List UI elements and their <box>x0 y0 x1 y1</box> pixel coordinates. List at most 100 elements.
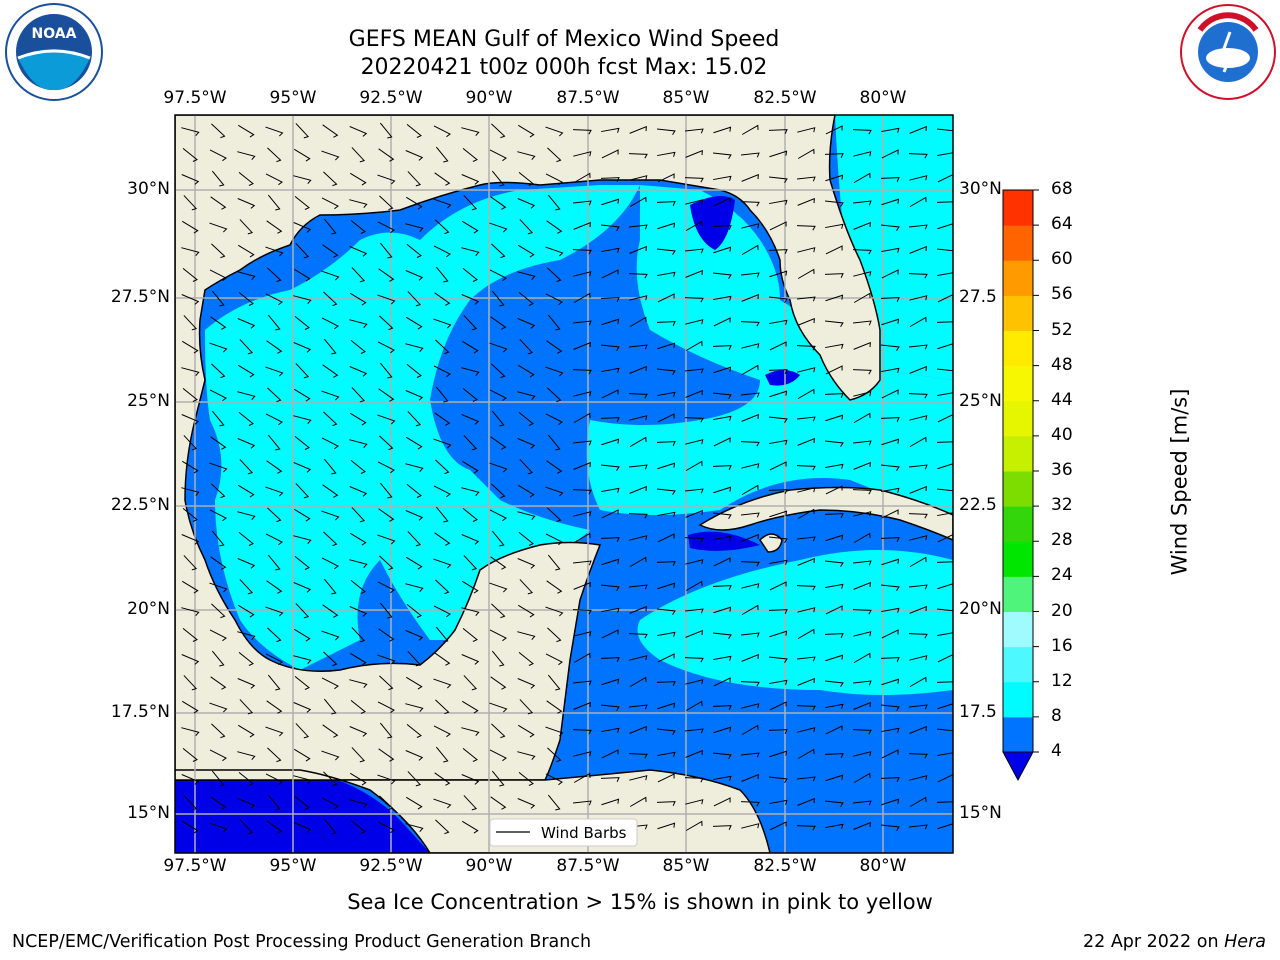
wind-barb <box>490 796 507 810</box>
wind-barb <box>824 753 844 758</box>
wind-barb <box>685 749 703 758</box>
wind-barb <box>463 195 478 211</box>
wind-barb <box>573 341 591 350</box>
wind-barb <box>517 798 536 809</box>
wind-barb <box>545 413 563 426</box>
wind-barb <box>908 633 928 639</box>
wind-barb <box>238 651 254 666</box>
wind-barb <box>853 701 871 710</box>
wind-barb <box>573 511 592 517</box>
wind-barb <box>461 294 480 305</box>
wind-barb <box>741 124 759 135</box>
wind-barb <box>209 269 227 282</box>
wind-barb <box>881 318 900 326</box>
wind-barb <box>769 150 788 158</box>
wind-barb <box>937 272 953 277</box>
wind-barb <box>937 752 953 757</box>
wind-barb <box>323 218 337 235</box>
wind-barb <box>601 558 620 566</box>
wind-barb <box>211 363 226 379</box>
wind-barb <box>825 365 843 375</box>
wind-barb <box>768 656 788 663</box>
wind-barb <box>435 626 449 643</box>
wind-barb <box>462 820 479 834</box>
wind-region-dark-2 <box>765 370 800 386</box>
wind-barb <box>740 752 760 758</box>
wind-barb <box>824 513 844 518</box>
wind-barb <box>684 177 704 183</box>
wind-barb <box>853 532 871 543</box>
wind-barb <box>713 797 731 807</box>
wind-barb <box>321 677 339 690</box>
wind-barb <box>266 460 283 474</box>
wind-barb <box>294 555 310 570</box>
wind-barb <box>629 796 647 807</box>
wind-barb <box>657 533 675 543</box>
wind-barb <box>461 487 480 497</box>
wind-barb <box>351 147 366 163</box>
wind-barb <box>741 173 759 182</box>
wind-barb <box>881 367 900 373</box>
wind-barb <box>547 147 562 163</box>
wind-barb <box>629 175 648 181</box>
wind-barb <box>909 535 928 541</box>
wind-barb <box>573 221 591 230</box>
wind-barb <box>405 343 424 353</box>
wind-barb <box>685 559 704 565</box>
wind-barb <box>294 195 310 210</box>
wind-barb <box>379 795 394 811</box>
wind-barb <box>853 172 871 183</box>
wind-barb <box>825 654 844 662</box>
colorbar-tick-label: 36 <box>1051 460 1073 480</box>
wind-barb <box>656 368 676 375</box>
wind-barb <box>265 173 283 186</box>
wind-barb <box>350 339 366 354</box>
wind-barb <box>435 266 449 283</box>
wind-barb <box>628 153 648 159</box>
wind-barb <box>211 723 226 739</box>
wind-barb <box>211 770 225 787</box>
wind-barb <box>768 249 788 254</box>
wind-barb <box>210 796 227 810</box>
wind-barb <box>769 510 788 518</box>
wind-barb <box>936 488 953 495</box>
wind-barb <box>322 484 339 498</box>
wind-barb <box>349 799 368 809</box>
wind-barb <box>238 484 255 498</box>
wind-barb <box>182 580 199 594</box>
wind-barb <box>741 724 759 735</box>
wind-barb <box>768 776 788 783</box>
wind-barb <box>545 726 564 737</box>
wind-barb <box>293 175 312 185</box>
wind-barb <box>712 345 732 350</box>
wind-barb <box>572 729 592 735</box>
noaa-logo: NOAA <box>4 2 104 106</box>
footer-org: NCEP/EMC/Verification Post Processing Pr… <box>12 932 592 952</box>
wind-barb <box>238 724 255 738</box>
wind-barb <box>601 678 620 686</box>
wind-barb <box>211 483 226 499</box>
wind-barb <box>267 147 282 163</box>
wind-barb <box>323 458 337 475</box>
wind-barbs <box>181 122 953 835</box>
wind-barb <box>435 339 450 355</box>
wind-barb <box>740 801 760 807</box>
wind-barb <box>265 606 284 617</box>
wind-barb <box>266 580 283 594</box>
wind-barb <box>211 243 226 259</box>
wind-barb <box>210 676 227 690</box>
wind-barb <box>741 823 760 829</box>
wind-barb <box>517 391 536 401</box>
wind-barb <box>238 604 255 618</box>
wind-barb <box>350 699 366 714</box>
wind-barb <box>880 584 900 591</box>
wind-barb <box>601 749 619 759</box>
lat-left-1: 27.5°N <box>110 287 170 307</box>
wind-barb <box>434 172 451 186</box>
wind-barb <box>350 819 366 834</box>
wind-barb <box>796 776 816 782</box>
wind-barb <box>741 413 759 422</box>
wind-barb <box>713 437 731 447</box>
wind-barb <box>768 296 788 303</box>
wind-barb <box>600 657 620 662</box>
